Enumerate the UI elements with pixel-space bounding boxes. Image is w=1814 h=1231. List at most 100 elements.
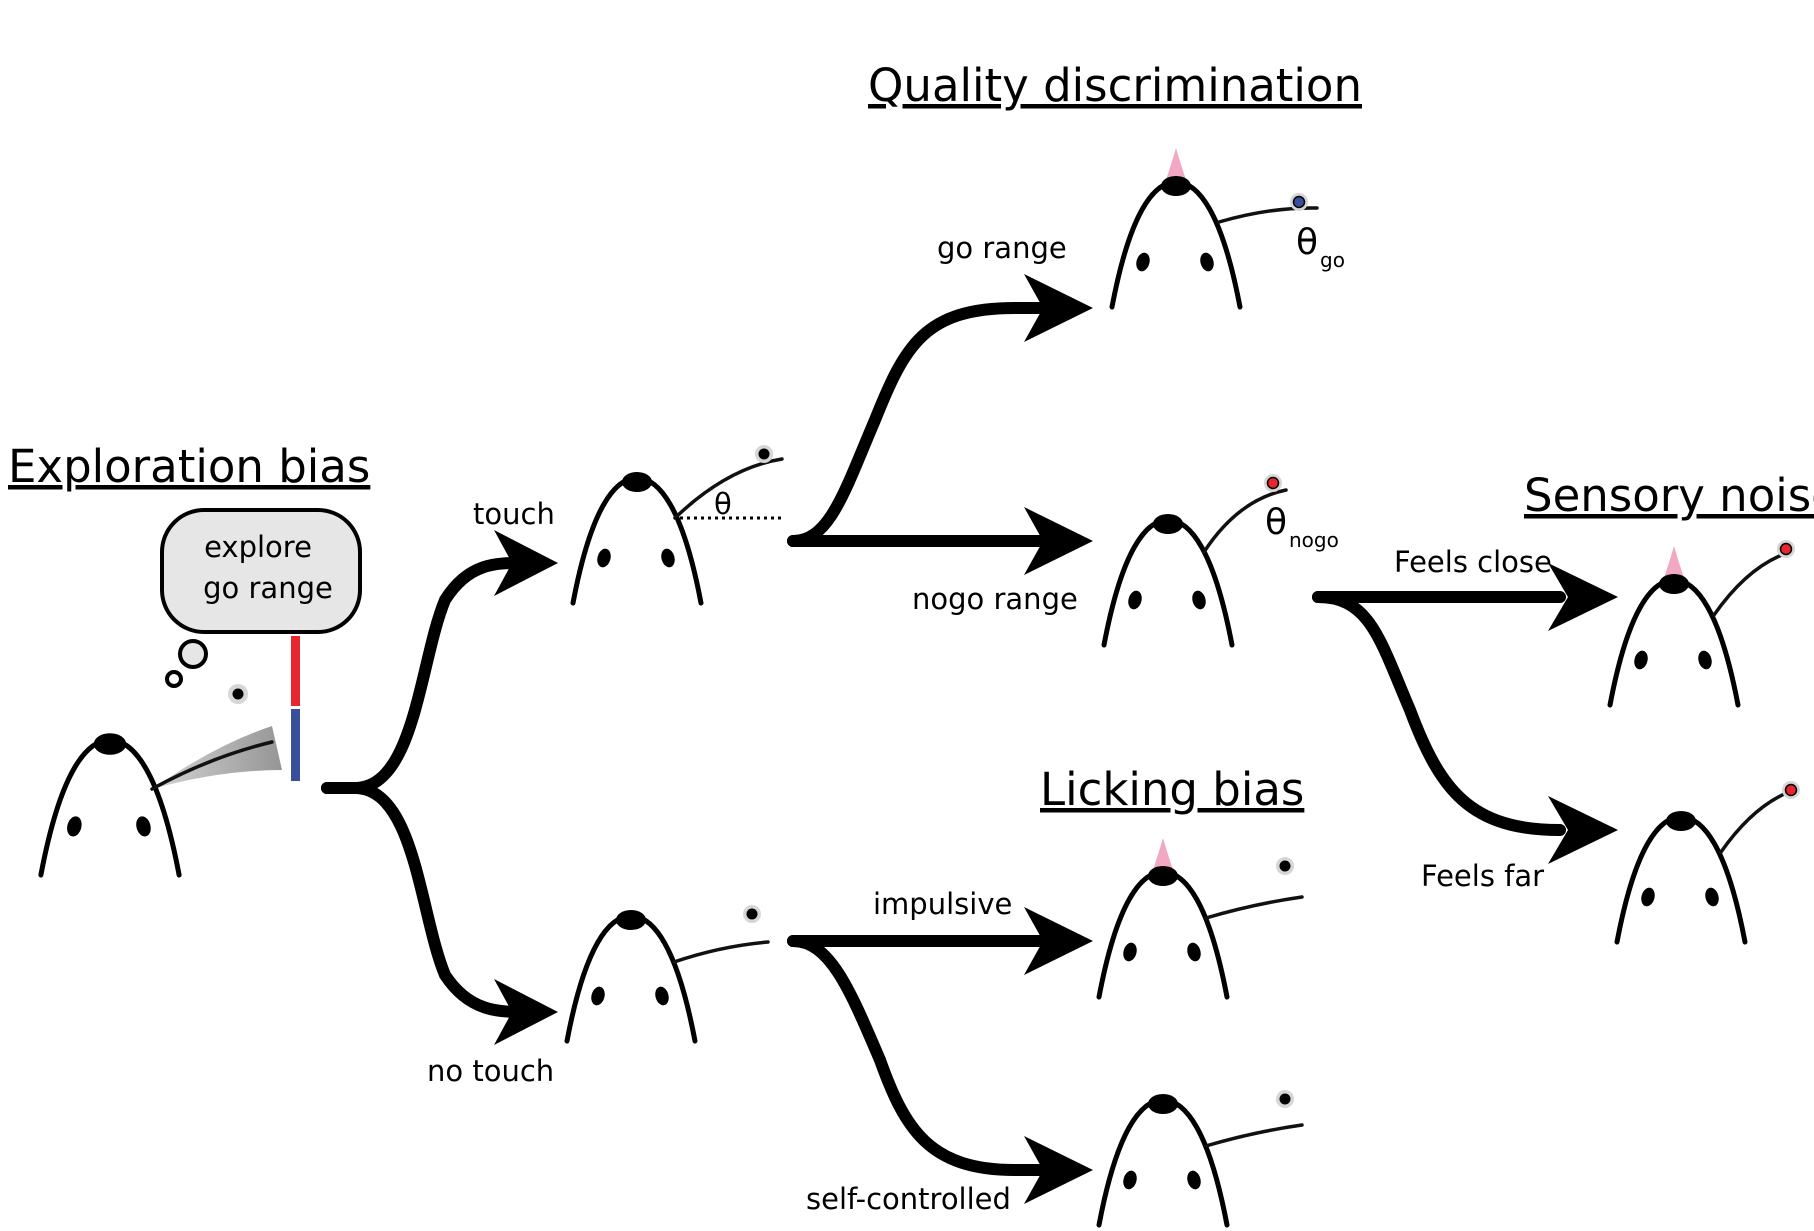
lick-icon — [1164, 148, 1188, 186]
theta-nogo-subscript: nogo — [1289, 528, 1339, 552]
label-feels-far: Feels far — [1421, 859, 1544, 893]
arrow-head-no-touch — [494, 979, 558, 1045]
arrow-to-go-range — [787, 302, 1066, 547]
eye-right-icon — [1705, 887, 1719, 907]
pole-icon — [746, 908, 758, 920]
eye-left-icon — [67, 816, 82, 837]
range-bar — [291, 636, 300, 781]
arrow-head-impulsive — [1024, 907, 1093, 975]
mouse-head-outline — [564, 913, 698, 1044]
whisker — [1204, 1123, 1304, 1148]
eye-right-icon — [1698, 650, 1712, 670]
nose-icon — [1659, 574, 1689, 594]
mouse-no-touch — [564, 905, 770, 1044]
pole-icon — [1779, 542, 1793, 556]
nose-icon — [93, 733, 127, 755]
theta-go-symbol: θ — [1296, 222, 1318, 263]
heading-quality-discrimination: Quality discrimination — [868, 59, 1362, 112]
nose-icon — [1161, 176, 1191, 196]
whisker — [1204, 895, 1304, 920]
pole-icon — [758, 448, 770, 460]
mouse-impulsive — [1096, 838, 1304, 1000]
arrow-to-no-touch — [321, 782, 536, 1019]
label-no-touch: no touch — [427, 1054, 554, 1088]
label-touch: touch — [473, 497, 555, 531]
arrow-to-touch — [321, 556, 536, 794]
mouse-self-controlled — [1096, 1090, 1304, 1228]
arrow-to-feels-far — [1312, 591, 1566, 836]
eye-left-icon — [1123, 1170, 1137, 1190]
arrow-head-touch — [494, 530, 558, 596]
label-impulsive: impulsive — [873, 887, 1012, 921]
theta-nogo-symbol: θ — [1265, 502, 1287, 543]
go-range-segment — [291, 709, 300, 781]
thought-dot-large — [178, 639, 208, 669]
whisker — [1217, 206, 1319, 224]
mouse-feels-close — [1607, 540, 1795, 708]
theta-label: θ — [714, 487, 732, 521]
mouse-head-outline — [1109, 179, 1243, 310]
mouse-head-outline — [1614, 814, 1748, 945]
whisker — [150, 740, 274, 791]
theta-go-subscript: go — [1320, 248, 1345, 272]
eye-left-icon — [1128, 590, 1142, 610]
eye-left-icon — [597, 548, 611, 568]
arrow-head-nogo-range — [1024, 507, 1093, 575]
pole-icon — [232, 688, 244, 700]
eye-right-icon — [655, 986, 669, 1006]
pole-icon — [1292, 195, 1306, 209]
eye-right-icon — [1187, 1170, 1201, 1190]
mouse-go — [1109, 148, 1319, 310]
eye-right-icon — [1192, 590, 1206, 610]
nose-icon — [622, 472, 652, 492]
label-self-controlled: self-controlled — [806, 1182, 1011, 1216]
theta-nogo-label: θ nogo — [1265, 502, 1339, 552]
mouse-head-outline — [570, 475, 704, 606]
pole-icon — [1784, 783, 1798, 797]
label-go-range: go range — [937, 231, 1067, 265]
pole-icon — [1279, 1093, 1291, 1105]
pole-icon — [1279, 860, 1291, 872]
mouse-head-outline — [38, 737, 182, 878]
eye-right-icon — [661, 548, 675, 568]
heading-sensory-noise: Sensory noise — [1524, 469, 1814, 522]
label-nogo-range: nogo range — [912, 582, 1078, 616]
nose-icon — [1666, 811, 1696, 831]
whisker — [673, 457, 784, 520]
arrow-head-self-controlled — [1024, 1136, 1093, 1204]
mouse-head-outline — [1096, 1097, 1230, 1228]
nose-icon — [1153, 514, 1183, 534]
eye-left-icon — [1641, 887, 1655, 907]
arrow-head-feels-far — [1548, 796, 1618, 864]
mouse-head-outline — [1096, 869, 1230, 1000]
whisker — [672, 940, 770, 964]
eye-left-icon — [1634, 650, 1648, 670]
eye-left-icon — [1123, 942, 1137, 962]
heading-exploration-bias: Exploration bias — [8, 440, 370, 493]
mouse-nogo — [1101, 474, 1288, 648]
eye-left-icon — [1136, 252, 1150, 272]
eye-right-icon — [136, 816, 151, 837]
arrow-to-self-controlled — [787, 935, 1066, 1176]
lick-icon — [1151, 838, 1175, 876]
whisker — [1712, 550, 1792, 617]
thought-dot-small — [165, 670, 183, 688]
nose-icon — [1148, 866, 1178, 886]
eye-right-icon — [1200, 252, 1214, 272]
mouse-touch — [570, 445, 784, 606]
nose-icon — [1148, 1094, 1178, 1114]
arrow-head-feels-close — [1548, 563, 1618, 631]
nose-icon — [616, 910, 646, 930]
thought-bubble-line2: go range — [203, 571, 333, 605]
pole-icon — [1266, 476, 1280, 490]
thought-bubble-line1: explore — [204, 530, 312, 564]
arrow-head-go-range — [1024, 274, 1093, 342]
whisker — [1202, 488, 1288, 554]
nogo-range-segment — [291, 636, 300, 706]
mouse-feels-far — [1614, 781, 1800, 945]
mouse-head-outline — [1607, 577, 1741, 708]
label-feels-close: Feels close — [1394, 545, 1552, 579]
mouse-start — [38, 733, 182, 878]
eye-right-icon — [1187, 942, 1201, 962]
